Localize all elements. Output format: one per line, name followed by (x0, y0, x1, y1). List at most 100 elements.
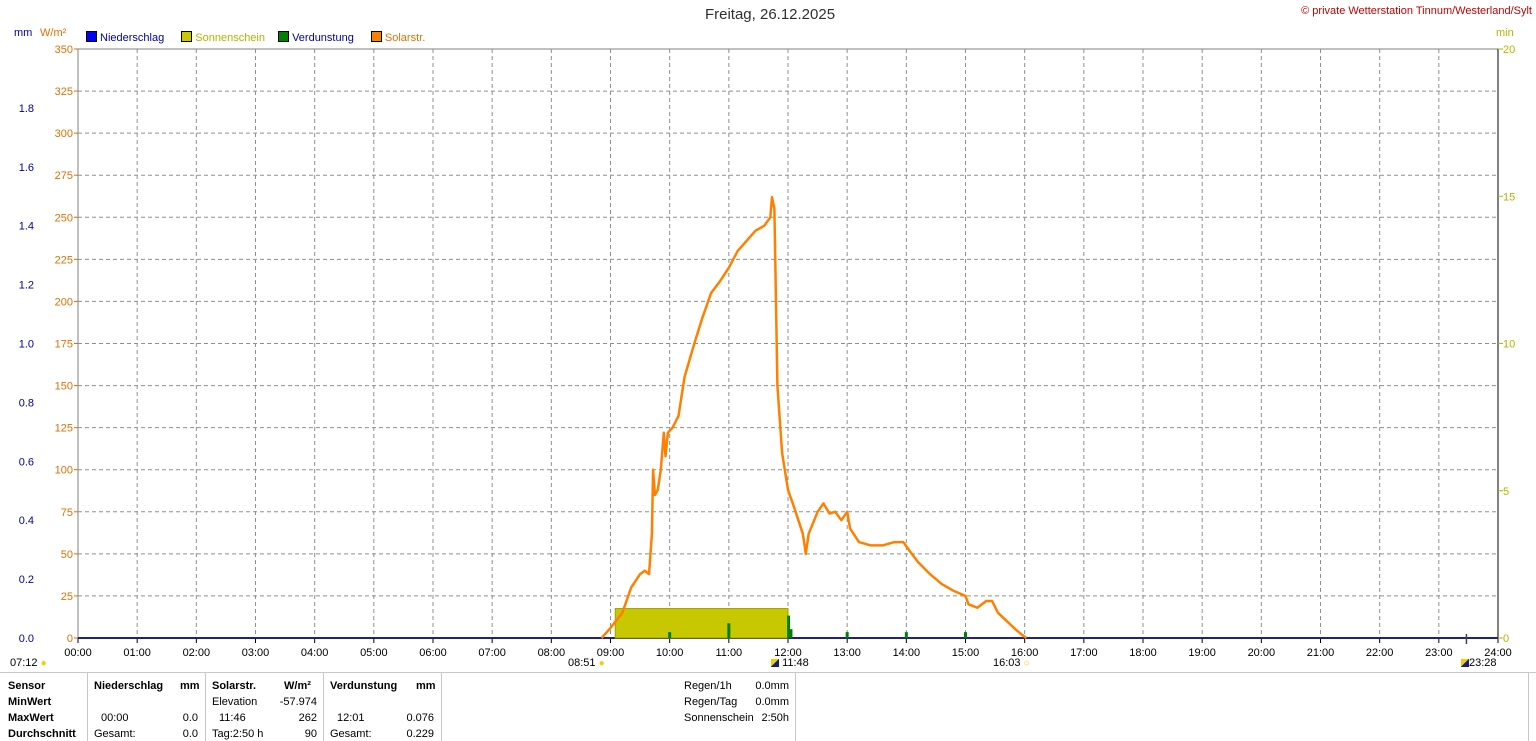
wm2-tick-label: 300 (55, 128, 73, 140)
legend-item-sonnenschein: Sonnenschein (181, 31, 265, 44)
solar-avg-value: 90 (304, 728, 317, 740)
x-tick-label: 19:00 (1188, 647, 1216, 659)
evaporation-bar (904, 632, 908, 638)
solar-start-marker: 08:51 ● (568, 657, 605, 669)
solar-header: Solarstr. (212, 680, 257, 692)
evaporation-bar (789, 629, 793, 638)
min-tick-label: 5 (1503, 486, 1509, 498)
x-tick-label: 22:00 (1366, 647, 1394, 659)
x-tick-label: 01:00 (123, 647, 151, 659)
verdunstung-header: Verdunstung (330, 680, 398, 692)
x-tick-label: 21:00 (1307, 647, 1335, 659)
sensor-header: Sensor (8, 680, 46, 692)
sunrise-marker: 07:12 ● (10, 657, 47, 669)
wm2-tick-label: 75 (61, 507, 73, 519)
mm-tick-label: 0.0 (19, 633, 34, 645)
x-tick-label: 20:00 (1248, 647, 1276, 659)
stats-table: Sensor MinWert MaxWert Durchschnitt Nied… (0, 672, 1536, 741)
unit-mm-label: mm (14, 27, 33, 39)
verdunstung-total-label: Gesamt: (330, 728, 372, 740)
solar-max-time: 11:46 (219, 712, 246, 724)
niederschlag-max-time: 00:00 (101, 712, 129, 724)
legend-swatch (86, 31, 97, 42)
x-tick-label: 10:00 (656, 647, 684, 659)
col-divider (441, 672, 442, 741)
wm2-tick-label: 200 (55, 296, 73, 308)
summary-rain-1h-value: 0.0mm (755, 680, 789, 692)
sun-outline-icon: ○ (1023, 658, 1030, 669)
wm2-tick-label: 325 (55, 86, 73, 98)
min-tick-label: 0 (1503, 633, 1509, 645)
sunrise-time: 07:12 (10, 657, 38, 669)
mm-tick-label: 1.6 (19, 162, 34, 174)
summary-rain-day-label: Regen/Tag (684, 696, 738, 708)
wm2-tick-label: 0 (67, 633, 73, 645)
solar-unit: W/m² (284, 680, 311, 692)
row-maxwert: MaxWert (8, 712, 54, 724)
sun-icon: ● (40, 658, 47, 669)
wm2-tick-label: 350 (55, 44, 73, 56)
solar-min-value: -57.974 (279, 696, 317, 708)
x-tick-label: 08:00 (538, 647, 566, 659)
solar-max-value: 262 (298, 712, 317, 724)
evaporation-bar (668, 632, 672, 638)
verdunstung-unit: mm (416, 680, 436, 692)
niederschlag-total-label: Gesamt: (94, 728, 136, 740)
mm-tick-label: 0.8 (19, 397, 34, 409)
summary-sunshine-value: 2:50h (761, 712, 789, 724)
x-tick-label: 03:00 (242, 647, 270, 659)
evaporation-bar (845, 632, 849, 638)
col-divider (1528, 672, 1529, 741)
legend: Niederschlag Sonnenschein Verdunstung So… (86, 31, 425, 44)
x-tick-label: 02:00 (183, 647, 211, 659)
verdunstung-max-value: 0.076 (406, 712, 434, 724)
x-tick-label: 05:00 (360, 647, 388, 659)
row-durchschnitt: Durchschnitt (8, 728, 76, 740)
solar-end-marker: 16:03 ○ (993, 657, 1030, 669)
x-tick-label: 04:00 (301, 647, 329, 659)
unit-min-label: min (1496, 27, 1514, 39)
x-tick-label: 14:00 (893, 647, 921, 659)
niederschlag-max-value: 0.0 (182, 712, 198, 724)
sunshine-bar (614, 608, 789, 639)
wm2-tick-label: 50 (61, 549, 73, 561)
mm-tick-label: 0.6 (19, 456, 34, 468)
x-tick-label: 15:00 (952, 647, 980, 659)
x-tick-label: 16:00 (1011, 647, 1039, 659)
summary-sunshine-label: Sonnenschein (684, 712, 754, 724)
niederschlag-header: Niederschlag (94, 680, 164, 692)
row-minwert: MinWert (8, 696, 52, 708)
mm-tick-label: 0.4 (19, 515, 34, 527)
sunset-marker: 23:28 (1461, 657, 1497, 669)
legend-swatch (181, 31, 193, 42)
legend-swatch (370, 31, 382, 42)
wm2-tick-label: 150 (55, 381, 73, 393)
x-tick-label: 23:00 (1425, 647, 1453, 659)
x-tick-label: 17:00 (1070, 647, 1098, 659)
col-divider (205, 672, 206, 741)
col-divider (323, 672, 324, 741)
solar-peak-time: 11:48 (782, 657, 809, 669)
mm-tick-label: 1.4 (19, 221, 34, 233)
wm2-tick-label: 275 (55, 170, 73, 182)
summary-rain-1h-label: Regen/1h (684, 680, 732, 692)
wm2-tick-label: 175 (55, 339, 73, 351)
mm-tick-label: 1.2 (19, 280, 34, 292)
legend-item-niederschlag: Niederschlag (86, 31, 164, 44)
x-tick-label: 18:00 (1129, 647, 1157, 659)
wm2-tick-label: 125 (55, 423, 73, 435)
verdunstung-max-time: 12:01 (337, 712, 365, 724)
wm2-tick-label: 25 (61, 591, 73, 603)
x-tick-label: 00:00 (64, 647, 92, 659)
solar-day-label: Tag:2:50 h (212, 728, 264, 740)
solar-peak-marker: 11:48 (771, 657, 809, 669)
x-tick-label: 09:00 (597, 647, 625, 659)
x-tick-label: 11:00 (715, 647, 742, 659)
moon-icon (1461, 659, 1469, 667)
x-tick-label: 06:00 (419, 647, 447, 659)
solar-end-time: 16:03 (993, 657, 1021, 669)
niederschlag-unit: mm (180, 680, 200, 692)
min-tick-label: 15 (1503, 191, 1515, 203)
sun-icon: ● (598, 658, 605, 669)
wm2-tick-label: 100 (55, 465, 73, 477)
